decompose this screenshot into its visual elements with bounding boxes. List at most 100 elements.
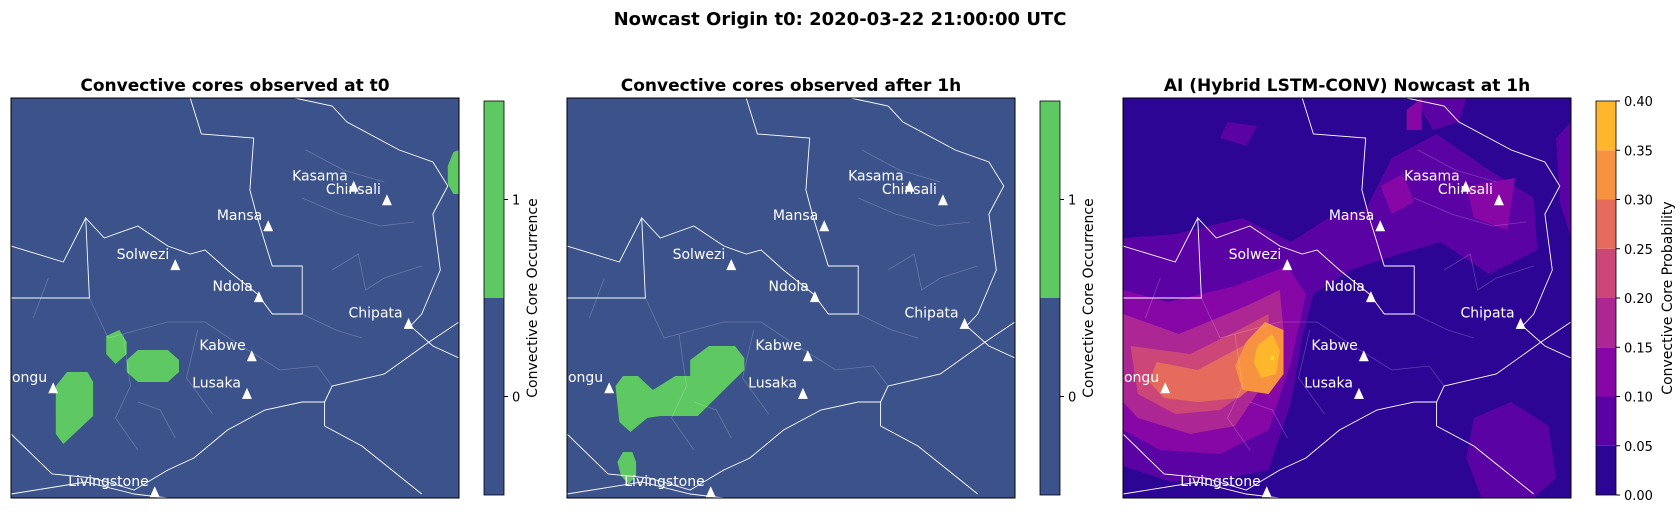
city-marker-icon — [1375, 220, 1386, 232]
city-label: Kasama — [292, 168, 348, 184]
probability-contour — [1414, 98, 1467, 130]
city-label: Livingstone — [68, 474, 148, 490]
colorbar-segment — [1596, 248, 1616, 298]
colorbar-tick-label: 1 — [1068, 194, 1076, 209]
probability-contour — [1556, 122, 1571, 238]
province-boundary — [305, 149, 385, 183]
province-boundary — [1443, 253, 1534, 291]
colorbar-tick-label: 0 — [512, 391, 520, 406]
city-marker-icon — [604, 382, 615, 394]
city-label: Chinsali — [1438, 182, 1493, 198]
city-marker-icon — [904, 180, 915, 192]
city-label: Chipata — [905, 306, 959, 322]
province-boundary — [1227, 333, 1251, 451]
country-border — [294, 98, 459, 359]
country-border — [880, 402, 978, 495]
city-marker-icon — [1282, 259, 1293, 271]
city-marker-icon — [149, 486, 160, 498]
panel-3-colorbar-label: Convective Core Probability — [1660, 201, 1676, 394]
city-label: Mansa — [1329, 208, 1374, 224]
city-label: Kabwe — [199, 338, 245, 354]
colorbar-segment — [1596, 150, 1616, 200]
city-marker-icon — [797, 387, 808, 399]
panel-3-title: AI (Hybrid LSTM-CONV) Nowcast at 1h — [1164, 76, 1530, 96]
colorbar-segment — [1596, 199, 1616, 249]
province-boundary — [234, 341, 333, 387]
city-label: Ndola — [1324, 279, 1364, 295]
province-boundary — [1346, 341, 1445, 387]
colorbar-segment — [1596, 396, 1616, 446]
colorbar-tick-label: 0 — [1068, 391, 1076, 406]
province-boundary — [1414, 197, 1527, 227]
colorbar-tick-label: 0.35 — [1624, 144, 1653, 159]
province-boundary — [742, 329, 769, 415]
city-marker-icon — [1261, 486, 1272, 498]
country-border — [850, 98, 1015, 359]
colorbar-tick-label: 0.40 — [1624, 95, 1653, 110]
country-border — [1123, 217, 1199, 263]
city-marker-icon — [1460, 180, 1471, 192]
colorbar-frame — [483, 100, 505, 496]
city-label: Livingstone — [624, 474, 704, 490]
province-boundary — [89, 297, 236, 343]
city-marker-icon — [1160, 382, 1171, 394]
probability-contour — [1149, 330, 1269, 402]
city-marker-icon — [381, 194, 392, 206]
province-boundary — [1417, 149, 1497, 183]
province-boundary — [115, 333, 139, 451]
probability-contour — [1220, 122, 1258, 146]
convective-core-region — [615, 346, 745, 432]
map-frame — [1122, 97, 1572, 499]
country-border — [1123, 321, 1571, 491]
city-label: Chinsali — [882, 182, 937, 198]
city-label: Chipata — [349, 306, 403, 322]
province-boundary — [671, 333, 695, 451]
panel-1-colorbar: 01 — [483, 100, 520, 496]
city-marker-icon — [403, 317, 414, 329]
city-label: Mongu — [0, 370, 47, 386]
country-border — [11, 217, 87, 263]
city-label: Mansa — [217, 208, 262, 224]
country-border — [1406, 98, 1571, 359]
figure-suptitle: Nowcast Origin t0: 2020-03-22 21:00:00 U… — [614, 9, 1067, 30]
colorbar-tick-label: 0.05 — [1624, 440, 1653, 455]
convective-core-region — [447, 150, 459, 194]
panel-1-colorbar-label: Convective Core Occurrence — [525, 198, 541, 397]
city-label: Ndola — [212, 279, 252, 295]
country-border — [567, 217, 643, 263]
colorbar-frame — [1039, 100, 1061, 496]
country-border — [567, 98, 859, 315]
colorbar-segment — [1596, 101, 1616, 151]
country-border — [1436, 402, 1534, 495]
city-label: Lusaka — [192, 376, 241, 392]
country-border — [1123, 98, 1415, 315]
city-label: Solwezi — [117, 247, 170, 263]
province-boundary — [645, 297, 792, 343]
convective-core-region — [126, 350, 179, 382]
city-label: Chipata — [1461, 306, 1515, 322]
city-label: Ndola — [768, 279, 808, 295]
colorbar-segment — [1596, 298, 1616, 348]
colorbar-tick-label: 1 — [512, 194, 520, 209]
city-marker-icon — [937, 194, 948, 206]
country-border — [567, 321, 1015, 491]
colorbar-tick-label: 0.25 — [1624, 243, 1653, 258]
panel-1-title: Convective cores observed at t0 — [80, 76, 389, 96]
province-boundary — [858, 197, 971, 227]
panel-2-colorbar-label: Convective Core Occurrence — [1081, 198, 1097, 397]
province-boundary — [1249, 401, 1288, 439]
province-boundary — [137, 401, 176, 439]
city-label: Kasama — [848, 168, 904, 184]
colorbar-segment — [484, 101, 504, 298]
province-boundary — [861, 149, 941, 183]
city-label: Lusaka — [1304, 376, 1353, 392]
panel-2-colorbar: 01 — [1039, 100, 1076, 496]
map-frame — [10, 97, 460, 499]
country-border — [324, 402, 422, 495]
province-boundary — [331, 253, 422, 291]
city-label: Mongu — [556, 370, 603, 386]
city-marker-icon — [809, 291, 820, 303]
city-label: Kabwe — [755, 338, 801, 354]
